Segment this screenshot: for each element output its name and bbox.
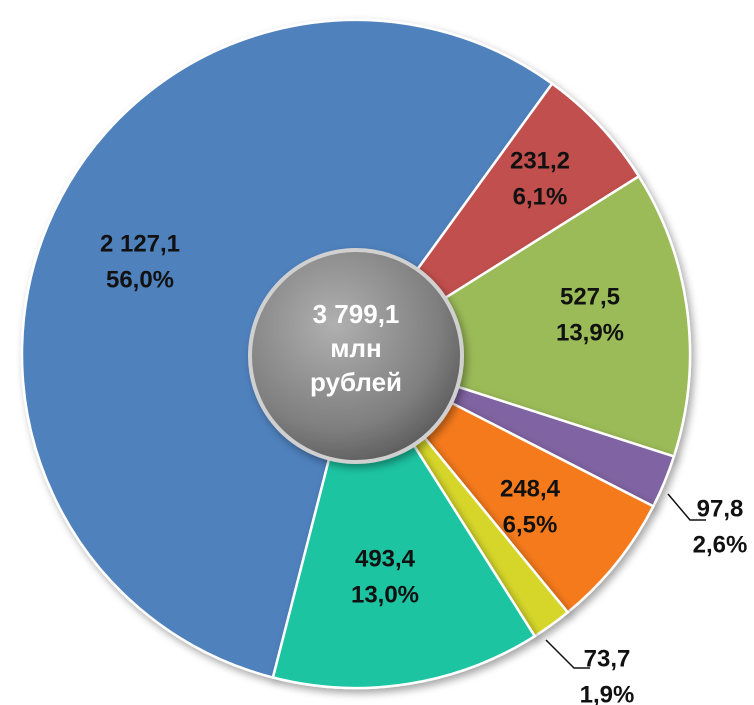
percent-label: 6,1% bbox=[513, 183, 568, 210]
value-label: 73,7 bbox=[584, 645, 631, 672]
value-label: 97,8 bbox=[697, 495, 744, 522]
center-total: 3 799,1 bbox=[313, 299, 400, 329]
value-label: 248,4 bbox=[500, 475, 561, 502]
center-circle bbox=[248, 248, 464, 464]
slice bbox=[353, 174, 692, 458]
value-label: 527,5 bbox=[560, 283, 620, 310]
percent-label: 13,9% bbox=[556, 319, 624, 346]
leader-line bbox=[545, 639, 590, 669]
value-label: 231,2 bbox=[510, 147, 570, 174]
percent-label: 13,0% bbox=[351, 581, 419, 608]
value-label: 493,4 bbox=[355, 545, 416, 572]
percent-label: 2,6% bbox=[693, 531, 748, 558]
labels: 2 127,1 56,0% 231,2 6,1% 527,5 13,9% 97,8 2,6% 2… bbox=[100, 147, 747, 705]
percent-label: 1,9% bbox=[580, 681, 635, 705]
value-label: 2 127,1 bbox=[100, 230, 180, 257]
center-unit: млн bbox=[330, 333, 381, 363]
percent-label: 56,0% bbox=[106, 266, 174, 293]
leader-line bbox=[667, 493, 706, 521]
percent-label: 6,5% bbox=[503, 511, 558, 538]
center-unit: рублей bbox=[310, 367, 402, 397]
center: 3 799,1 млн рублей bbox=[248, 248, 464, 464]
